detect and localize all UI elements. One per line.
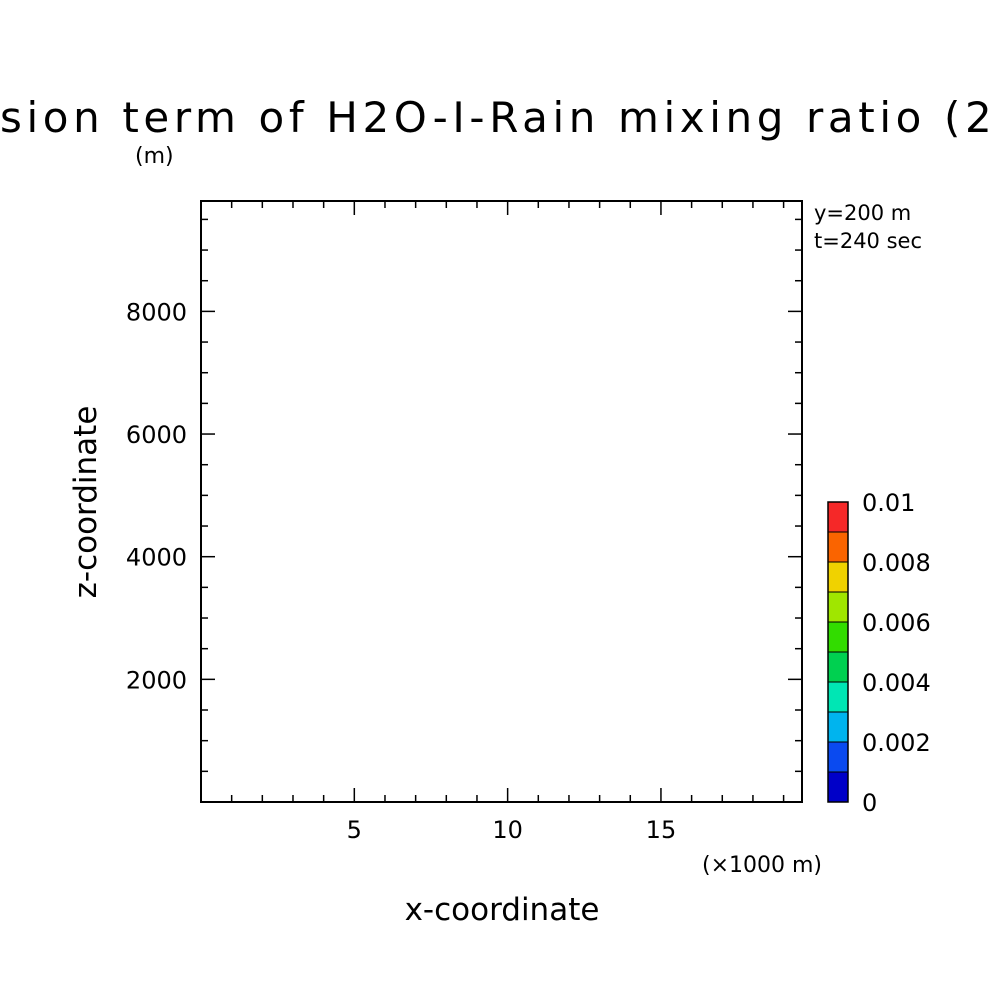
x-axis-tick-labels: 5 10 15: [347, 816, 677, 844]
annotation-y: y=200 m: [814, 201, 911, 225]
x-axis-ticks: [230, 201, 785, 802]
colorbar-tick-label: 0.01: [862, 489, 915, 517]
y-axis-ticks: [201, 218, 802, 773]
colorbar-swatch: [827, 621, 849, 653]
y-tick-label: 8000: [126, 298, 187, 326]
plot-frame: [200, 200, 803, 803]
colorbar-swatch: [827, 771, 849, 803]
plot-area: 5 10 15 2000 4000 6000 8000: [126, 200, 803, 844]
colorbar-swatch: [827, 501, 849, 533]
chart-title: sion term of H2O-I-Rain mixing ratio (2 …: [0, 93, 1004, 142]
colorbar-swatch: [827, 651, 849, 683]
colorbar-tick-label: 0.008: [862, 549, 931, 577]
y-axis-tick-labels: 2000 4000 6000 8000: [126, 298, 187, 694]
colorbar-tick-label: 0: [862, 789, 877, 817]
colorbar-tick-label: 0.004: [862, 669, 931, 697]
colorbar-swatch: [827, 561, 849, 593]
colorbar: [827, 501, 849, 803]
y-tick-label: 6000: [126, 421, 187, 449]
y-tick-label: 4000: [126, 544, 187, 572]
colorbar-tick-label: 0.006: [862, 609, 931, 637]
x-axis-label: x-coordinate: [405, 892, 600, 928]
x-tick-label: 5: [347, 816, 362, 844]
x-tick-label: 15: [646, 816, 677, 844]
x-tick-label: 10: [492, 816, 523, 844]
colorbar-swatch: [827, 711, 849, 743]
y-axis-label: z-coordinate: [68, 406, 104, 599]
colorbar-swatch: [827, 591, 849, 623]
colorbar-swatch: [827, 741, 849, 773]
colorbar-swatch: [827, 531, 849, 563]
colorbar-tick-label: 0.002: [862, 729, 931, 757]
colorbar-tick-labels: 0 0.002 0.004 0.006 0.008 0.01: [862, 489, 931, 817]
annotation-t: t=240 sec: [814, 229, 922, 253]
colorbar-swatch: [827, 681, 849, 713]
y-tick-label: 2000: [126, 666, 187, 694]
x-axis-units: (×1000 m): [702, 853, 822, 878]
colorbar-frame: [827, 501, 849, 803]
title-units: (m): [135, 144, 174, 169]
